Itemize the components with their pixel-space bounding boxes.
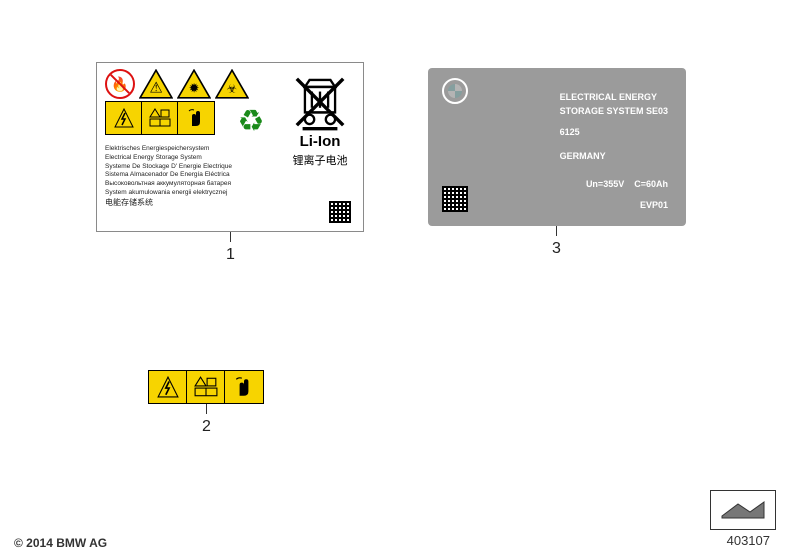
svg-text:✹: ✹ bbox=[189, 81, 200, 96]
bmw-type-label: ELECTRICAL ENERGY STORAGE SYSTEM SE03 61… bbox=[428, 68, 686, 226]
high-voltage-icon bbox=[149, 371, 187, 403]
svg-text:☣: ☣ bbox=[227, 83, 238, 96]
callout-tick-2 bbox=[206, 404, 207, 414]
copyright-text: © 2014 BMW AG bbox=[14, 536, 107, 550]
lang-es: Sistema Almacenador De Energía Eléctrica bbox=[105, 171, 355, 180]
hand-hazard-icon bbox=[225, 371, 263, 403]
high-voltage-icon bbox=[106, 102, 142, 134]
part-thumbnail-box bbox=[710, 490, 776, 530]
part-number: 6125 bbox=[560, 125, 668, 139]
lang-cn: 电能存储系统 bbox=[105, 198, 355, 209]
li-ion-cn-text: 锂离子电池 bbox=[293, 152, 348, 168]
recycle-icon: ♻ bbox=[231, 101, 271, 141]
callout-tick-1 bbox=[230, 232, 231, 242]
lang-pl: System akumulowania energii elektrycznej bbox=[105, 189, 355, 198]
svg-text:⚠: ⚠ bbox=[149, 81, 162, 97]
callout-number-2: 2 bbox=[202, 418, 211, 436]
title-line-2: STORAGE SYSTEM SE03 bbox=[560, 104, 668, 118]
qr-code-icon bbox=[442, 186, 468, 212]
weee-bin-icon bbox=[291, 73, 349, 131]
voltage: Un=355V bbox=[586, 179, 624, 189]
evp-code: EVP01 bbox=[586, 198, 668, 212]
weee-li-ion-block: Li-Ion 锂离子电池 bbox=[287, 73, 353, 168]
callout-number-3: 3 bbox=[552, 240, 561, 258]
warning-triangle-icon: ⚠ bbox=[139, 69, 173, 99]
warning-label-small bbox=[148, 370, 264, 404]
read-manual-icon bbox=[187, 371, 225, 403]
no-fire-icon: 🔥 bbox=[105, 69, 135, 99]
capacity: C=60Ah bbox=[634, 179, 668, 189]
type-label-specs: Un=355V C=60Ah EVP01 bbox=[586, 177, 668, 212]
title-line-1: ELECTRICAL ENERGY bbox=[560, 90, 668, 104]
country: GERMANY bbox=[560, 149, 668, 163]
lang-ru: Высоковольтная аккумуляторная батарея bbox=[105, 180, 355, 189]
callout-tick-3 bbox=[556, 226, 557, 236]
explosion-triangle-icon: ✹ bbox=[177, 69, 211, 99]
yellow-warning-strip bbox=[105, 101, 215, 135]
read-manual-icon bbox=[142, 102, 178, 134]
warning-label-li-ion: 🔥 ⚠ ✹ ☣ ♻ Elektrisches Energiespeichersy… bbox=[96, 62, 364, 232]
corrosive-triangle-icon: ☣ bbox=[215, 69, 249, 99]
qr-code-icon bbox=[329, 201, 351, 223]
type-label-text: ELECTRICAL ENERGY STORAGE SYSTEM SE03 61… bbox=[560, 90, 668, 164]
diagram-id: 403107 bbox=[727, 533, 770, 548]
hand-hazard-icon bbox=[178, 102, 214, 134]
bmw-logo-icon bbox=[442, 78, 468, 104]
part-thumbnail-icon bbox=[720, 498, 766, 522]
li-ion-text: Li-Ion bbox=[300, 133, 341, 150]
callout-number-1: 1 bbox=[226, 246, 235, 264]
